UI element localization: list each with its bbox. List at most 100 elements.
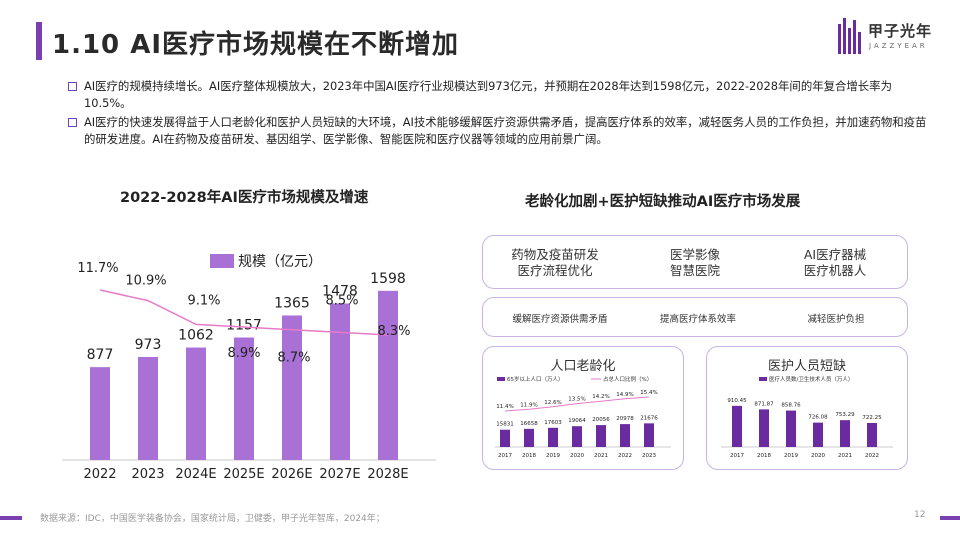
x-tick-label: 2021 [838,453,852,459]
staff-card: 医护人员短缺 医疗人员数/卫生技术人员（万人） 910.45 2017 871.87 2… [706,346,908,470]
legend-swatch [210,254,234,268]
pct-label: 14.2% [592,394,609,400]
bar-value-label: 722.25 [862,415,882,421]
legend-swatch [497,377,505,381]
page-number: 12 [914,510,926,520]
bar-value-label: 21676 [640,415,658,421]
bar-value-label: 973 [135,337,162,353]
app-label: 智慧医院 [669,263,720,278]
growth-rate-label: 11.7% [77,261,118,276]
staff-chart: 医疗人员数/卫生技术人员（万人） 910.45 2017 871.87 2018 858.… [721,375,893,459]
pct-label: 11.4% [496,404,513,410]
benefit-label: 缓解医疗资源供需矛盾 [512,314,608,325]
legend-label: 规模（亿元） [238,254,322,270]
application-card: 药物及疫苗研发 医疗流程优化 医学影像 智慧医院 AI医疗器械 医疗机器人 [482,235,908,289]
bar [548,427,558,447]
x-tick-label: 2020 [811,453,825,459]
legend-label: 65岁以上人口（万人） [507,375,564,383]
bar [282,315,302,460]
app-cell: 医学影像 智慧医院 [631,247,759,279]
bar-value-label: 1157 [226,317,262,333]
logo-text: 甲子光年 [868,22,933,40]
bar [620,424,630,447]
x-tick-label: 2022 [865,453,879,459]
bar-value-label: 871.87 [754,401,774,407]
bar-value-label: 1478 [322,284,358,300]
legend-label: 医疗人员数/卫生技术人员（万人） [769,375,853,383]
bar-value-label: 20978 [616,416,634,422]
x-tick-label: 2017 [730,453,744,459]
x-tick-label: 2023 [131,467,164,482]
app-label: AI医疗器械 [803,247,867,262]
x-tick-label: 2018 [522,453,536,459]
bullet-list: AI医疗的规模持续增长。AI医疗整体规模放大，2023年中国AI医疗行业规模达到… [68,78,928,150]
app-label: 医疗流程优化 [517,263,593,278]
benefit-card: 缓解医疗资源供需矛盾 提高医疗体系效率 减轻医护负担 [482,297,908,337]
x-tick-label: 2018 [757,453,771,459]
market-size-chart: 规模（亿元） 877 2022 973 2023 1062 2024E 1157 2025E 13… [62,254,436,482]
bar [500,429,510,447]
bullet-item: AI医疗的快速发展得益于人口老龄化和医护人员短缺的大环境，AI技术能够缓解医疗资… [68,114,928,148]
pct-label: 12.6% [544,400,561,406]
benefit-label: 减轻医护负担 [807,314,865,325]
pct-label: 15.4% [640,390,657,396]
legend-label: 占总人口比例（%） [603,375,652,383]
bar-value-label: 1598 [370,271,406,287]
x-tick-label: 2025E [223,467,264,482]
bar [186,347,206,460]
bar [524,428,534,447]
bar [813,422,823,447]
left-chart-title: 2022-2028年AI医疗市场规模及增速 [120,190,369,206]
x-tick-label: 2020 [570,453,584,459]
bar-value-label: 1365 [274,295,310,311]
bar-value-label: 17603 [544,420,562,426]
bullet-text: AI医疗的快速发展得益于人口老龄化和医护人员短缺的大环境，AI技术能够缓解医疗资… [84,115,927,146]
bar-value-label: 726.08 [808,415,828,421]
x-tick-label: 2028E [367,467,408,482]
bar [378,290,398,460]
pct-label: 11.9% [520,402,537,408]
aging-card-title: 人口老龄化 [550,359,616,374]
pct-line [504,396,650,412]
x-tick-label: 2023 [642,453,656,459]
x-tick-label: 2021 [594,453,608,459]
x-tick-label: 2026E [271,467,312,482]
staff-card-title: 医护人员短缺 [767,359,846,374]
app-label: 医学影像 [669,247,720,262]
bar [840,420,850,447]
bar-value-label: 15831 [496,422,514,428]
x-tick-label: 2017 [498,453,512,459]
bullet-box-icon [68,82,77,91]
page-title: 1.10 AI医疗市场规模在不断增加 [52,30,459,60]
bar-value-label: 1062 [178,328,214,344]
legend-swatch [759,377,767,381]
bullet-box-icon [68,118,77,127]
bar-value-label: 877 [87,347,114,363]
logo-bars-icon [838,18,862,54]
bar [596,425,606,447]
bar [644,423,654,447]
right-section-title: 老龄化加剧+医护短缺推动AI医疗市场发展 [525,194,801,210]
x-tick-label: 2024E [175,467,216,482]
benefit-label: 提高医疗体系效率 [659,314,736,325]
bar-value-label: 20056 [592,417,610,423]
x-tick-label: 2019 [546,453,560,459]
footer-accent-left [0,516,22,520]
bar-value-label: 16658 [520,421,538,427]
growth-rate-label: 8.5% [325,293,358,308]
bar [330,303,350,460]
x-tick-label: 2022 [618,453,632,459]
growth-rate-label: 8.9% [227,346,260,361]
bar [234,337,254,460]
app-cell: 药物及疫苗研发 医疗流程优化 [491,247,619,279]
x-tick-label: 2027E [319,467,360,482]
bar [90,367,110,460]
logo-subtext: JAZZYEAR [869,42,928,50]
app-label: 医疗机器人 [803,263,867,278]
app-label: 药物及疫苗研发 [511,247,599,262]
growth-line [99,289,389,336]
growth-rate-label: 9.1% [187,293,220,308]
bar [867,422,877,447]
bullet-text: AI医疗的规模持续增长。AI医疗整体规模放大，2023年中国AI医疗行业规模达到… [84,79,892,110]
bar-value-label: 19064 [568,418,586,424]
